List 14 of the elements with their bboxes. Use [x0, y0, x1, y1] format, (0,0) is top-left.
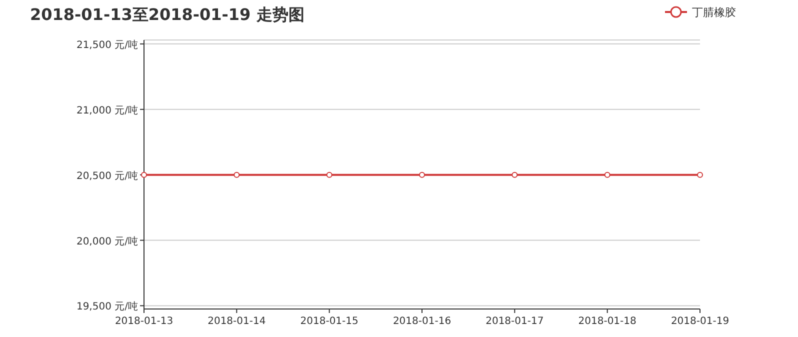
y-tick-label: 21,500 元/吨 — [76, 38, 138, 51]
x-tick-label: 2018-01-16 — [392, 316, 452, 327]
y-tick-label: 20,500 元/吨 — [76, 170, 138, 182]
x-tick-label: 2018-01-19 — [670, 316, 730, 327]
y-tick-label: 19,500 元/吨 — [76, 300, 138, 313]
legend-label: 丁腈橡胶 — [692, 6, 736, 19]
chart-title: 2018-01-13至2018-01-19 走势图 — [30, 5, 304, 24]
x-tick-label: 2018-01-13 — [114, 316, 174, 327]
x-tick-label: 2018-01-18 — [578, 316, 636, 327]
x-tick-label: 2018-01-17 — [486, 316, 544, 327]
x-tick-label: 2018-01-14 — [208, 316, 266, 327]
y-tick-label: 21,000 元/吨 — [76, 104, 138, 116]
y-tick-label: 20,000 元/吨 — [76, 235, 138, 248]
x-tick-label: 2018-01-15 — [300, 316, 358, 327]
